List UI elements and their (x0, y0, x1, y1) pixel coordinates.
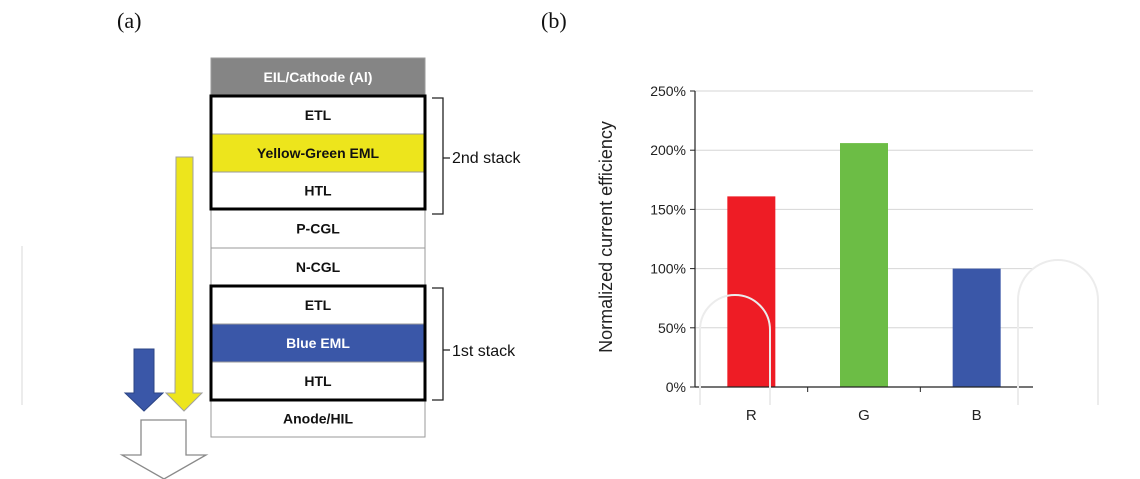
y-tick-label: 100% (650, 261, 686, 277)
bar-g (840, 143, 888, 387)
layer-etl2 (210, 95, 426, 135)
layer-ncgl-label: N-CGL (296, 259, 341, 275)
stack1-label: 1st stack (452, 343, 516, 360)
bar-b (952, 268, 1001, 387)
layer-etl1-label: ETL (305, 297, 332, 313)
x-tick-label: B (972, 407, 982, 424)
layer-yg-eml (210, 133, 426, 173)
panel-label-a: (a) (117, 8, 142, 33)
layer-blue-eml (210, 323, 426, 363)
y-tick-label: 250% (650, 83, 686, 99)
x-tick-label: R (746, 407, 757, 424)
y-tick-label: 0% (666, 379, 686, 395)
stack1-outline (209, 284, 427, 402)
layer-ncgl (210, 247, 426, 287)
layer-htl2-label: HTL (304, 183, 332, 199)
layer-anode (210, 399, 426, 438)
layer-pcgl-label: P-CGL (296, 221, 340, 237)
stack1-bracket (432, 287, 450, 401)
layer-blue-eml-label: Blue EML (286, 335, 350, 351)
y-tick-label: 150% (650, 201, 686, 217)
output-light-arrow (119, 419, 209, 479)
y-tick-label: 50% (658, 320, 686, 336)
stack2-label: 2nd stack (452, 150, 521, 167)
chart-tick-labels: 0% 50% 100% 150% 200% 250% R G B (650, 83, 981, 424)
layer-pcgl (210, 208, 426, 249)
device-stack-diagram: EIL/Cathode (Al) ETL Yellow-Green EML HTL P-… (119, 57, 521, 479)
chart-axes (694, 91, 1033, 388)
yellow-emission-arrow (164, 156, 204, 412)
blue-emission-arrow (123, 348, 165, 412)
panel-label-b: (b) (541, 8, 567, 33)
y-tick-label: 200% (650, 142, 686, 158)
layer-anode-label: Anode/HIL (283, 411, 353, 427)
layer-cathode-label: EIL/Cathode (Al) (264, 69, 373, 85)
layer-htl1-label: HTL (304, 373, 332, 389)
layer-stack: EIL/Cathode (Al) ETL Yellow-Green EML HTL P-… (210, 57, 426, 438)
stack2-bracket (432, 97, 450, 215)
layer-htl2 (210, 171, 426, 210)
stack2-outline (209, 94, 427, 211)
layer-htl1 (210, 361, 426, 401)
layer-etl2-label: ETL (305, 107, 332, 123)
x-tick-label: G (858, 407, 870, 424)
layer-yg-eml-label: Yellow-Green EML (257, 145, 380, 161)
y-axis-label: Normalized current efficiency (596, 121, 616, 353)
bar-r (727, 196, 776, 387)
chart-bars (727, 143, 1001, 387)
